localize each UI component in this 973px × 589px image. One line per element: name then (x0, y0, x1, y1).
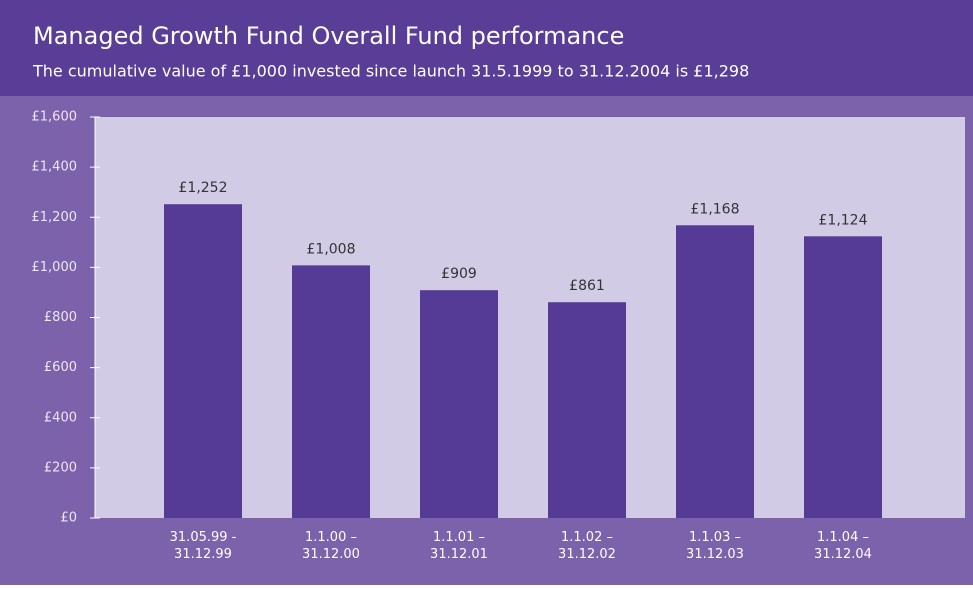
value-label: £1,124 (819, 212, 868, 228)
x-tick-label-line: 31.12.03 (686, 547, 744, 562)
bar (804, 236, 882, 519)
x-tick-label: 1.1.01 – 31.12.01 (430, 530, 488, 562)
x-tick-label: 1.1.02 – 31.12.02 (558, 530, 616, 562)
bar (548, 302, 626, 518)
x-tick-label-line: 31.05.99 - (170, 530, 237, 545)
bar (676, 225, 754, 518)
value-label: £909 (441, 266, 477, 282)
x-tick-label-line: 1.1.02 – (561, 530, 613, 545)
y-tick-label: £400 (44, 410, 77, 425)
x-tick-label-line: 31.12.00 (302, 547, 360, 562)
value-label: £1,168 (691, 201, 740, 217)
y-tick-label: £1,200 (32, 210, 78, 225)
y-tick-label: £200 (44, 460, 77, 475)
x-tick-label-line: 31.12.01 (430, 547, 488, 562)
x-tick-label-line: 31.12.99 (174, 547, 232, 562)
bar (420, 290, 498, 518)
x-tick-label: 1.1.04 – 31.12.04 (814, 530, 872, 562)
x-tick-label: 1.1.00 – 31.12.00 (302, 530, 360, 562)
y-tick-label: £1,600 (32, 110, 78, 125)
bar (292, 265, 370, 518)
value-label: £1,252 (179, 180, 228, 196)
x-tick-label-line: 31.12.04 (814, 547, 872, 562)
x-tick-label: 31.05.99 - 31.12.99 (170, 530, 237, 562)
x-tick-label-line: 1.1.03 – (689, 530, 741, 545)
chart-title: Managed Growth Fund Overall Fund perform… (33, 22, 624, 50)
x-tick-label-line: 1.1.01 – (433, 530, 485, 545)
x-tick-label-line: 1.1.04 – (817, 530, 869, 545)
y-tick-label: £0 (60, 511, 77, 526)
header-band (0, 0, 973, 96)
x-tick-label-line: 1.1.00 – (305, 530, 357, 545)
x-tick-label: 1.1.03 – 31.12.03 (686, 530, 744, 562)
x-tick-label-line: 31.12.02 (558, 547, 616, 562)
y-tick-label: £1,000 (32, 260, 78, 275)
value-label: £1,008 (307, 241, 356, 257)
bar (164, 204, 242, 518)
y-tick-label: £600 (44, 360, 77, 375)
y-tick-label: £1,400 (32, 160, 78, 175)
chart-subtitle: The cumulative value of £1,000 invested … (32, 62, 749, 81)
value-label: £861 (569, 278, 605, 294)
y-tick-label: £800 (44, 310, 77, 325)
